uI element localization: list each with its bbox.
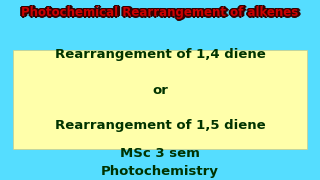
Text: Photochemical Rearrangement of alkenes: Photochemical Rearrangement of alkenes <box>20 7 297 20</box>
Text: Photochemical Rearrangement of alkenes: Photochemical Rearrangement of alkenes <box>21 6 299 19</box>
Text: Rearrangement of 1,4 diene: Rearrangement of 1,4 diene <box>55 48 265 60</box>
Text: Photochemical Rearrangement of alkenes: Photochemical Rearrangement of alkenes <box>19 6 296 19</box>
Text: Rearrangement of 1,5 diene: Rearrangement of 1,5 diene <box>55 120 265 132</box>
Text: Photochemical Rearrangement of alkenes: Photochemical Rearrangement of alkenes <box>20 5 297 18</box>
Text: Photochemical Rearrangement of alkenes: Photochemical Rearrangement of alkenes <box>21 5 299 18</box>
Text: or: or <box>152 84 168 96</box>
Text: Photochemical Rearrangement of alkenes: Photochemical Rearrangement of alkenes <box>23 7 300 20</box>
Text: Photochemical Rearrangement of alkenes: Photochemical Rearrangement of alkenes <box>24 6 301 19</box>
Text: Photochemical Rearrangement of alkenes: Photochemical Rearrangement of alkenes <box>21 8 299 21</box>
Text: Photochemical Rearrangement of alkenes: Photochemical Rearrangement of alkenes <box>23 5 300 18</box>
Text: MSc 3 sem: MSc 3 sem <box>120 147 200 160</box>
Text: Photochemistry: Photochemistry <box>101 165 219 178</box>
FancyBboxPatch shape <box>13 50 307 149</box>
